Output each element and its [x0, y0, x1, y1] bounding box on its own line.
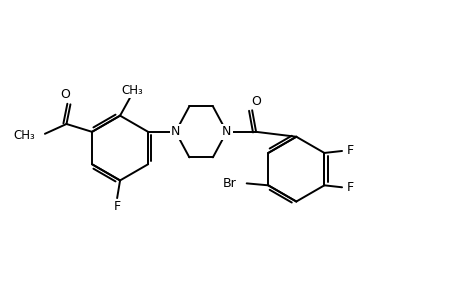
Text: F: F	[346, 181, 353, 194]
Text: F: F	[346, 145, 353, 158]
Text: F: F	[113, 200, 120, 213]
Text: CH₃: CH₃	[13, 129, 35, 142]
Text: O: O	[251, 95, 260, 108]
Text: Br: Br	[223, 177, 236, 190]
Text: CH₃: CH₃	[121, 84, 142, 97]
Text: N: N	[171, 125, 180, 138]
Text: N: N	[222, 125, 231, 138]
Text: O: O	[61, 88, 70, 101]
